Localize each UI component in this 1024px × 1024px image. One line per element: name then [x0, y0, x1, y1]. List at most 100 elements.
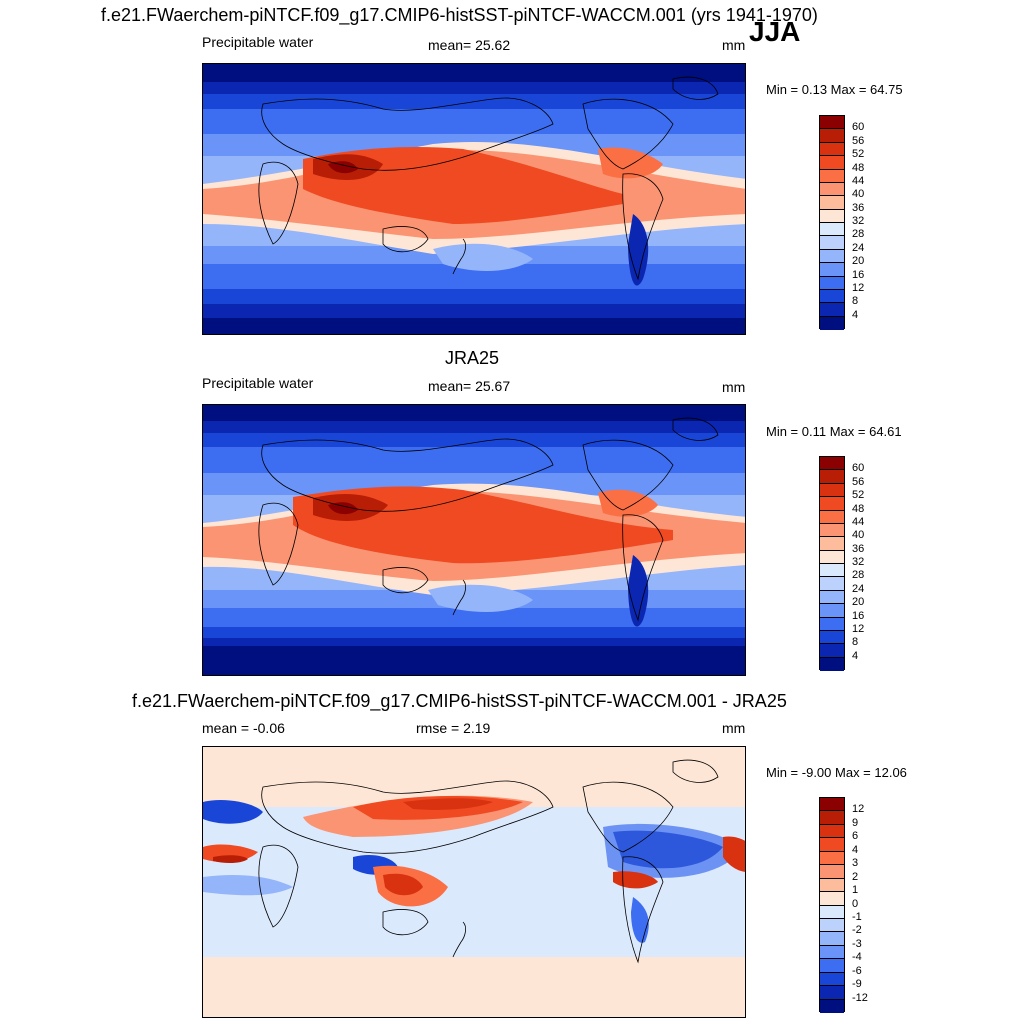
- panel3-rmse-label: rmse = 2.19: [416, 720, 491, 736]
- panel2-minmax: Min = 0.11 Max = 64.61: [766, 424, 902, 439]
- panel2-colorbar-swatch: [820, 657, 844, 671]
- panel1-colorbar-tick-label: 12: [852, 281, 865, 294]
- panel2-colorbar-swatch: [820, 550, 844, 564]
- panel1-colorbar-swatch: [820, 209, 844, 223]
- panel3-colorbar-tick-label: -3: [852, 937, 862, 950]
- panel3-colorbar-swatch: [820, 798, 844, 812]
- panel1-colorbar-swatch: [820, 316, 844, 330]
- panel3-colorbar-swatch: [820, 865, 844, 879]
- panel1-colorbar-tick-label: 40: [852, 188, 865, 201]
- panel3-colorbar-swatch: [820, 972, 844, 987]
- panel2-colorbar-tick-label: 24: [852, 582, 865, 595]
- panel3-colorbar-tick-label: -4: [852, 951, 862, 964]
- panel2-colorbar-swatch: [820, 523, 844, 538]
- panel2-colorbar-swatch: [820, 617, 844, 631]
- panel3-mean-label: mean = -0.06: [202, 720, 285, 736]
- panel2-colorbar-tick-label: 28: [852, 569, 865, 582]
- panel3-colorbar-tick-label: 3: [852, 857, 859, 870]
- panel1-colorbar-swatch: [820, 142, 844, 157]
- panel1-colorbar-tick-label: 16: [852, 268, 865, 281]
- panel2-colorbar-swatch: [820, 457, 844, 471]
- panel3-colorbar-tick-label: -6: [852, 964, 862, 977]
- panel3-colorbar-swatch: [820, 851, 844, 866]
- panel1-variable-label: Precipitable water: [202, 34, 314, 50]
- panel2-colorbar: [819, 456, 845, 671]
- panel1-colorbar-tick-label: 56: [852, 134, 865, 147]
- panel1-colorbar-swatch: [820, 276, 844, 290]
- panel2-mean-label: mean= 25.67: [428, 378, 511, 394]
- panel1-colorbar-swatch: [820, 289, 844, 304]
- panel2-colorbar-tick-label: 8: [852, 636, 859, 649]
- panel2-colorbar-tick-label: 52: [852, 489, 865, 502]
- panel1-colorbar: [819, 115, 845, 330]
- panel3-units-label: mm: [722, 720, 746, 736]
- panel3-title: f.e21.FWaerchem-piNTCF.f09_g17.CMIP6-his…: [132, 691, 787, 711]
- panel3-colorbar-swatch: [820, 986, 844, 1000]
- panel1-colorbar-swatch: [820, 169, 844, 183]
- panel1-map-svg: [203, 64, 745, 334]
- panel3-colorbar-swatch: [820, 945, 844, 960]
- panel2-colorbar-swatch: [820, 604, 844, 618]
- season-label: JJA: [749, 16, 801, 47]
- panel2-colorbar-tick-label: 4: [852, 649, 859, 662]
- panel1-title: f.e21.FWaerchem-piNTCF.f09_g17.CMIP6-his…: [101, 5, 818, 25]
- panel2-colorbar-swatch: [820, 577, 844, 591]
- panel3-colorbar-swatch: [820, 959, 844, 973]
- panel1-colorbar-tick-label: 60: [852, 121, 865, 134]
- panel1-colorbar-swatch: [820, 236, 844, 250]
- panel2-colorbar-swatch: [820, 590, 844, 605]
- panel3-colorbar-swatch: [820, 892, 844, 906]
- panel3-colorbar-tick-label: -2: [852, 924, 862, 937]
- panel3-colorbar-tick-label: 12: [852, 803, 865, 816]
- panel3-colorbar-tick-label: 4: [852, 843, 859, 856]
- panel3-colorbar-swatch: [820, 905, 844, 919]
- panel1-colorbar-swatch: [820, 303, 844, 317]
- panel2-map-svg: [203, 405, 745, 675]
- panel1-colorbar-tick-label: 44: [852, 174, 865, 187]
- panel3-colorbar-tick-label: 6: [852, 830, 859, 843]
- panel3-colorbar-tick-label: -1: [852, 910, 862, 923]
- panel3-colorbar-tick-label: 0: [852, 897, 859, 910]
- panel3-colorbar-tick-label: -9: [852, 978, 862, 991]
- panel3-colorbar-swatch: [820, 878, 844, 893]
- panel1-colorbar-swatch: [820, 129, 844, 143]
- panel2-map: [202, 404, 746, 676]
- panel3-colorbar-tick-label: -12: [852, 991, 868, 1004]
- panel3-minmax: Min = -9.00 Max = 12.06: [766, 765, 907, 780]
- panel2-colorbar-tick-label: 48: [852, 502, 865, 515]
- panel2-colorbar-swatch: [820, 564, 844, 578]
- panel1-colorbar-tick-label: 20: [852, 255, 865, 268]
- panel3-colorbar-swatch: [820, 824, 844, 839]
- panel2-colorbar-swatch: [820, 510, 844, 524]
- panel2-colorbar-swatch: [820, 497, 844, 511]
- panel2-colorbar-tick-label: 56: [852, 475, 865, 488]
- panel1-minmax: Min = 0.13 Max = 64.75: [766, 82, 903, 97]
- panel1-colorbar-swatch: [820, 263, 844, 277]
- panel3-map: [202, 746, 746, 1018]
- panel3-colorbar-swatch: [820, 811, 844, 825]
- panel1-colorbar-tick-label: 28: [852, 228, 865, 241]
- panel1-colorbar-tick-label: 4: [852, 308, 859, 321]
- panel3-map-svg: [203, 747, 745, 1017]
- panel1-map: [202, 63, 746, 335]
- panel1-colorbar-tick-label: 8: [852, 295, 859, 308]
- panel1-colorbar-swatch: [820, 182, 844, 197]
- panel1-colorbar-swatch: [820, 156, 844, 170]
- panel1-colorbar-swatch: [820, 223, 844, 237]
- panel3-colorbar-tick-label: 2: [852, 870, 859, 883]
- panel2-colorbar-swatch: [820, 644, 844, 658]
- panel3-colorbar-swatch: [820, 999, 844, 1013]
- panel2-variable-label: Precipitable water: [202, 375, 314, 391]
- panel3-colorbar-tick-label: 9: [852, 816, 859, 829]
- panel1-colorbar-tick-label: 36: [852, 201, 865, 214]
- panel2-colorbar-tick-label: 60: [852, 462, 865, 475]
- panel3-colorbar-swatch: [820, 932, 844, 946]
- panel3-colorbar: [819, 797, 845, 1013]
- panel1-colorbar-tick-label: 52: [852, 148, 865, 161]
- panel1-units-label: mm: [722, 37, 746, 53]
- panel2-colorbar-tick-label: 20: [852, 596, 865, 609]
- panel1-mean-label: mean= 25.62: [428, 37, 511, 53]
- panel2-colorbar-swatch: [820, 537, 844, 551]
- panel1-colorbar-swatch: [820, 249, 844, 264]
- panel3-colorbar-swatch: [820, 918, 844, 933]
